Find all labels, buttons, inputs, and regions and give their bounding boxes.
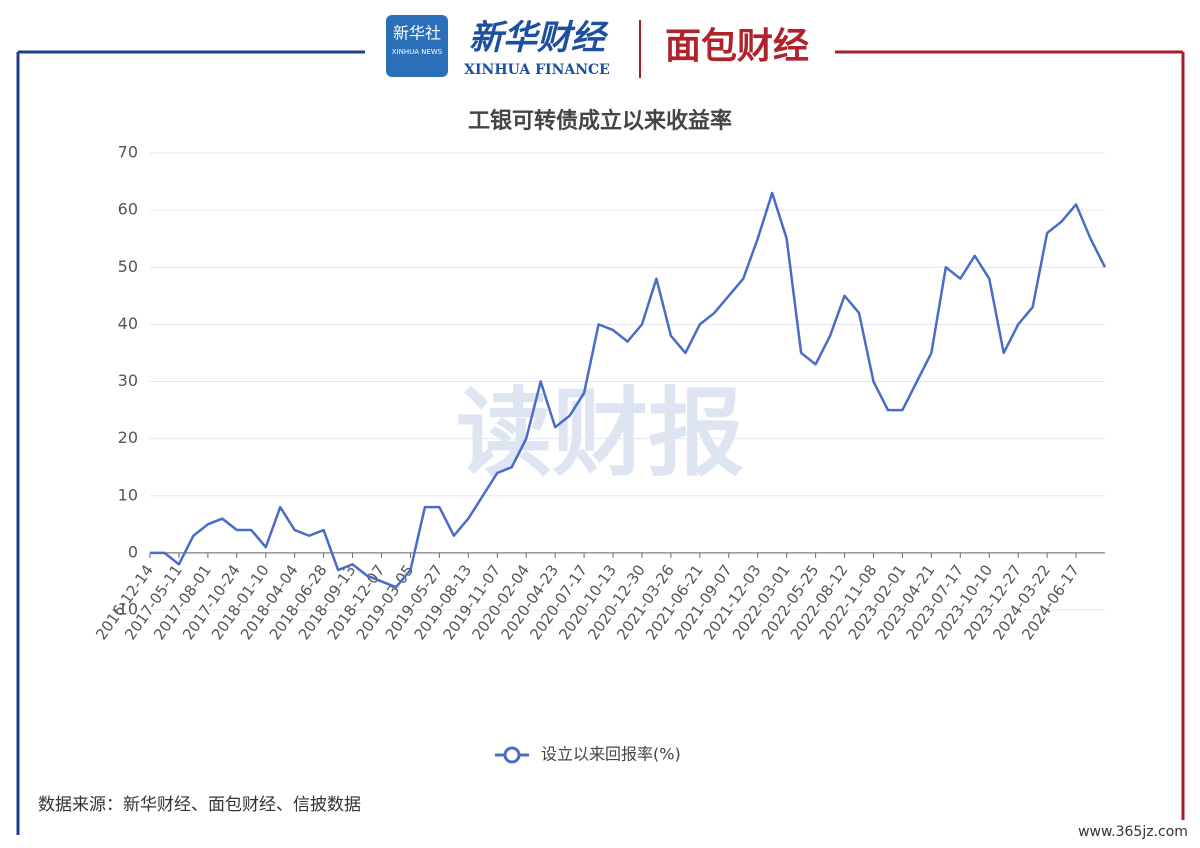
y-tick-label: -10 (112, 600, 138, 619)
site-box (1068, 820, 1198, 844)
partner: 面包财经 (665, 26, 809, 67)
source-note: 数据来源：新华财经、面包财经、信披数据 (38, 795, 361, 815)
y-tick-label: 70 (118, 143, 138, 162)
legend-marker (503, 746, 521, 764)
logo-text: XINHUA NEWS (392, 48, 443, 56)
y-tick-label: 30 (118, 371, 138, 390)
y-tick-label: 10 (118, 485, 138, 504)
brand: 新华财经 (469, 18, 609, 58)
y-tick-label: 20 (118, 428, 138, 447)
y-tick-label: 50 (118, 257, 138, 276)
chart-title: 工银可转债成立以来收益率 (468, 108, 732, 134)
y-tick-label: 0 (128, 542, 138, 561)
series-line (150, 191, 1107, 589)
brand-en: XINHUA FINANCE (464, 62, 610, 78)
site: www.365jz.com (1078, 824, 1188, 840)
logo-text: 新华社 (393, 24, 441, 43)
logo-box (386, 15, 448, 77)
legend-label: 设立以来回报率(%) (541, 745, 681, 764)
y-tick-label: 40 (118, 314, 138, 333)
y-tick-label: 60 (118, 200, 138, 219)
